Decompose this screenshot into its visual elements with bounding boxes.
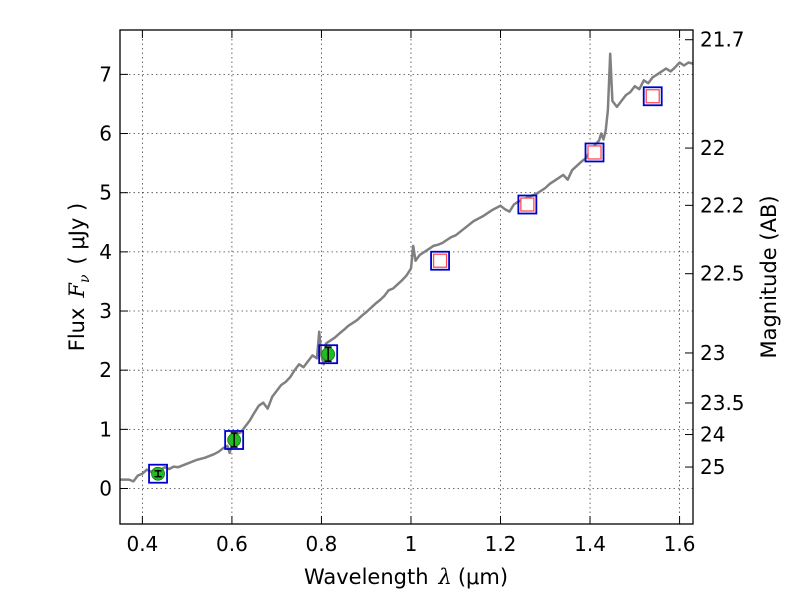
x-tick-label: 0.6: [216, 532, 248, 556]
model-photometry-marker: [584, 142, 605, 163]
x-tick-label: 1.6: [664, 532, 696, 556]
model-photometry-marker: [642, 86, 663, 107]
plot-content: [120, 52, 693, 484]
model-photometry-marker: [430, 250, 450, 271]
magnitude-tick-label: 21.7: [700, 28, 745, 52]
observed-limit-marker: [587, 145, 602, 160]
y-tick-label: 3: [99, 299, 112, 323]
model-photometry-marker: [318, 344, 339, 365]
x-tick-label: 0.8: [306, 532, 338, 556]
y-tick-label: 6: [99, 122, 112, 146]
x-tick-label: 1.2: [485, 532, 517, 556]
magnitude-tick-label: 25: [700, 455, 725, 479]
plot-frame: [119, 29, 694, 525]
model-photometry-marker: [224, 430, 245, 450]
y-tick-label: 4: [99, 240, 112, 264]
magnitude-axis-label: Magnitude (AB): [757, 195, 781, 358]
y-tick-label: 2: [99, 358, 112, 382]
model-photometry-marker: [148, 463, 168, 484]
y-tick-label: 7: [99, 62, 112, 86]
observed-limit-marker: [645, 89, 660, 104]
y-tick-label: 1: [99, 417, 112, 441]
axis-ticks: 0.4 0.6 0.8 1 1.2 1.4 1.60123456721.72222.222.…: [99, 28, 744, 556]
y-tick-label: 5: [99, 181, 112, 205]
y-tick-label: 0: [99, 477, 112, 501]
x-tick-label: 0.4: [126, 532, 158, 556]
magnitude-tick-label: 23.5: [700, 391, 745, 415]
model-photometry-marker: [517, 194, 538, 215]
magnitude-tick-label: 23: [700, 341, 725, 365]
y-axis-label: FluxFν( μJy ): [65, 203, 93, 351]
grid-lines: [120, 30, 693, 524]
magnitude-tick-label: 24: [700, 423, 725, 447]
magnitude-tick-label: 22: [700, 136, 725, 160]
observed-limit-marker: [520, 197, 535, 212]
spectrum-line: [120, 52, 693, 483]
observed-limit-marker: [432, 253, 448, 268]
x-tick-label: 1.4: [574, 532, 606, 556]
magnitude-tick-label: 22.5: [700, 262, 745, 286]
x-tick-label: 1: [405, 532, 418, 556]
x-axis-label: Wavelength λ (μm): [304, 565, 508, 589]
magnitude-tick-label: 22.2: [700, 193, 745, 217]
